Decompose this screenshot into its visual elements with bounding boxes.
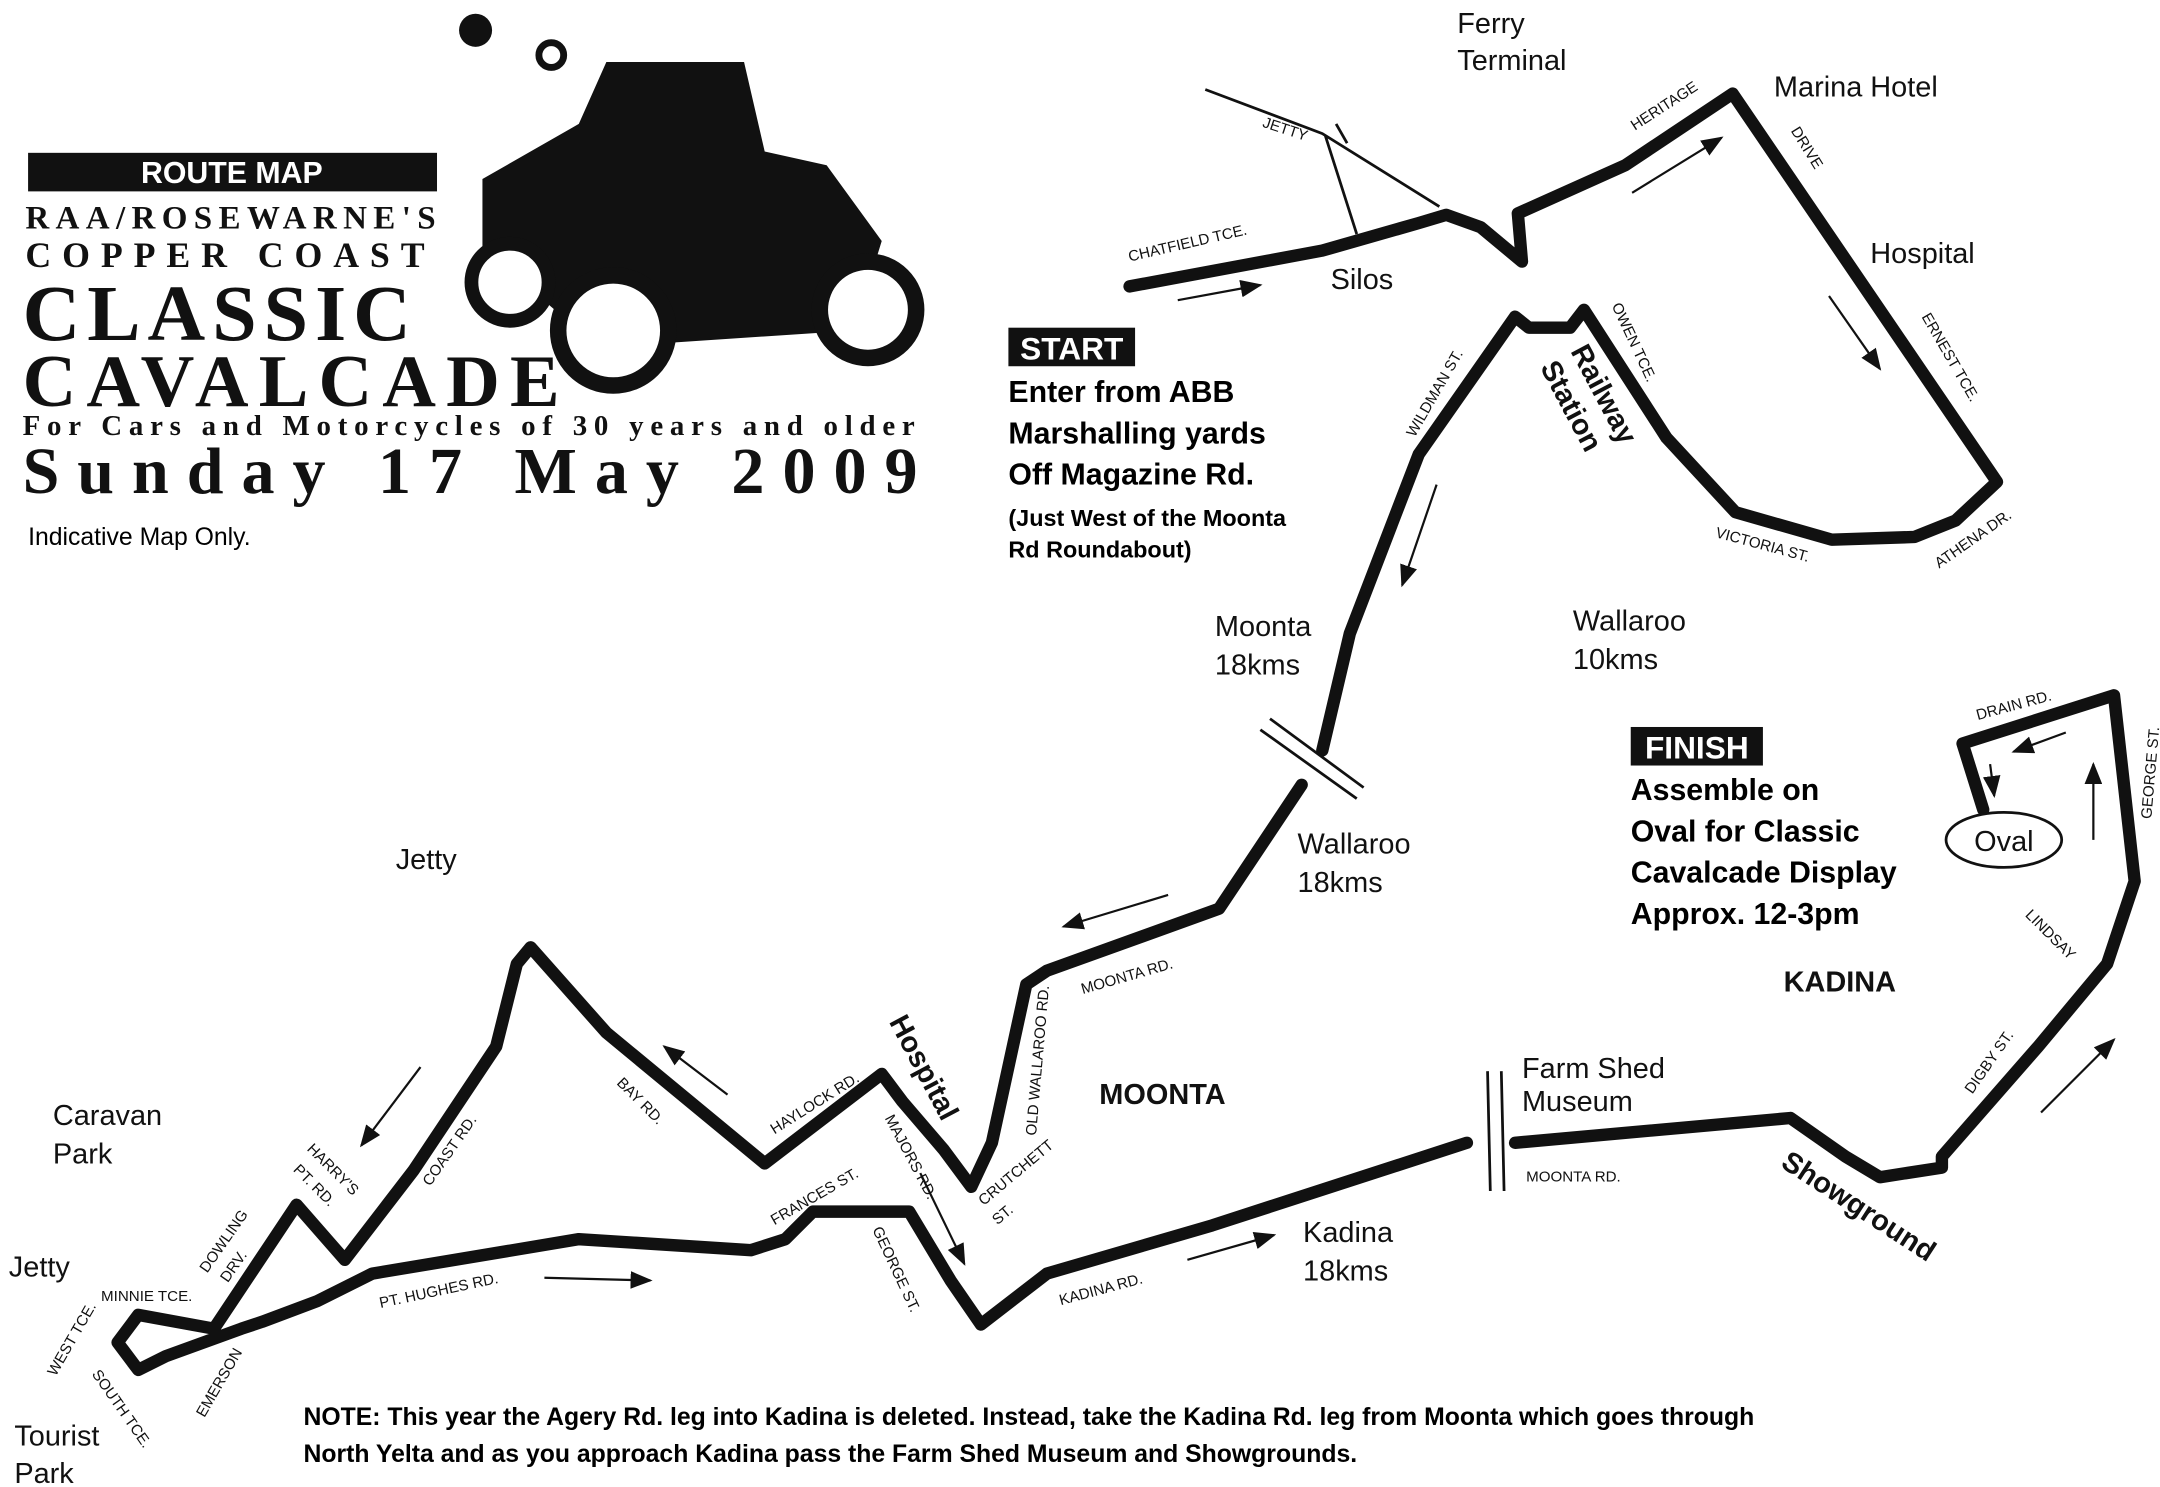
badge: START [1020,330,1123,366]
place: Hospital [882,1010,964,1126]
arrow [2041,1040,2114,1113]
arrow [1990,764,1994,796]
place: Wallaroo [1573,606,1686,638]
place: Ferry [1457,8,1525,40]
place: 10kms [1573,644,1658,676]
arrow [544,1278,650,1281]
road: EMERSON [193,1345,246,1420]
arrow [361,1067,420,1145]
arrow [1178,285,1261,300]
place: Silos [1331,264,1394,296]
place: Moonta [1215,611,1312,643]
arrow [1187,1235,1274,1260]
line: RAA/ROSEWARNE'S [25,201,435,237]
place: 18kms [1298,867,1383,899]
road: FRANCES ST. [768,1165,862,1229]
place: Tourist [14,1421,99,1453]
road: GEORGE ST. [2138,726,2160,820]
line: Assemble on [1631,774,1819,807]
place: 18kms [1303,1255,1388,1287]
jetty-road [1205,89,1439,234]
line: Enter from ABB [1008,376,1234,409]
place: Museum [1522,1086,1633,1118]
road: PT. HUGHES RD. [378,1270,500,1312]
road: MOONTA RD. [1079,955,1175,997]
arrow [1063,895,1168,927]
start-box: START Enter from ABB Marshalling yards O… [1008,328,1287,563]
place: MOONTA [1099,1079,1225,1111]
road: OWEN TCE. [1608,300,1660,385]
line: Off Magazine Rd. [1008,459,1254,492]
date: Sunday 17 May 2009 [23,435,918,508]
place: Park [53,1138,113,1170]
road: LINDSAY [2022,906,2079,963]
place: Park [14,1458,74,1487]
badge: FINISH [1645,730,1749,766]
line: (Just West of the Moonta [1008,505,1287,531]
road: MINNIE TCE. [101,1288,192,1305]
road: ATHENA DR. [1932,507,2015,572]
road: GEORGE ST. [868,1224,922,1315]
line: Cavalcade Display [1631,857,1897,890]
place: Hospital [1870,238,1974,270]
road: ST. [989,1201,1017,1228]
place: 18kms [1215,650,1300,682]
disclaimer: Indicative Map Only. [28,524,251,551]
line: Marshalling yards [1008,417,1265,450]
road: DRIVE [1787,124,1826,172]
place: Farm Shed [1522,1053,1665,1085]
place: Wallaroo [1298,829,1411,861]
note: North Yelta and as you approach Kadina p… [303,1441,1357,1468]
route-map: ROUTE MAP RAA/ROSEWARNE'S COPPER COAST C… [0,0,2160,1487]
finish-box: FINISH Assemble on Oval for Classic Cava… [1631,727,1897,931]
place: Jetty [9,1251,71,1283]
line: Oval for Classic [1631,815,1860,848]
road: WEST TCE. [44,1300,100,1379]
note: NOTE: This year the Agery Rd. leg into K… [303,1404,1754,1431]
arrow [2014,732,2066,751]
place: KADINA [1784,966,1897,998]
place: Oval [1974,826,2033,858]
line: Approx. 12-3pm [1631,898,1860,931]
road: KADINA RD. [1057,1271,1144,1310]
road: MOONTA RD. [1526,1168,1621,1185]
badge: ROUTE MAP [141,157,323,190]
place: Jetty [396,844,458,876]
place: Kadina [1303,1217,1394,1249]
place: Terminal [1457,45,1566,77]
place: Caravan [53,1100,162,1132]
line: Rd Roundabout) [1008,537,1191,563]
road: CHATFIELD TCE. [1127,222,1249,266]
place: Marina Hotel [1774,71,1938,103]
car-illustration [459,14,916,386]
route [118,785,1467,1370]
